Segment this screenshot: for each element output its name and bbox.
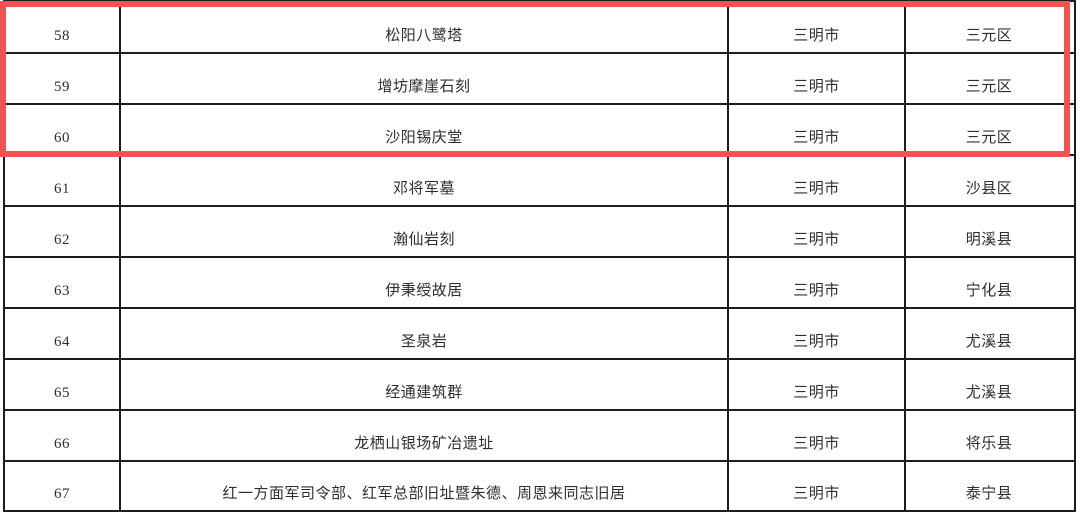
district-cell: 宁化县	[965, 283, 1013, 299]
city-cell: 三明市	[729, 411, 906, 460]
table-row: 58 松阳八鹭塔 三明市 三元区	[5, 2, 1074, 54]
site-name-cell: 沙阳锡庆堂	[121, 105, 729, 154]
site-name-cell: 增坊摩崖石刻	[121, 54, 729, 103]
district-cell: 尤溪县	[965, 334, 1013, 350]
row-number-cell: 60	[5, 105, 121, 154]
city-cell: 三明市	[729, 54, 906, 103]
city-cell: 三明市	[729, 156, 906, 205]
city-cell: 三明市	[729, 462, 906, 510]
site-name-cell: 松阳八鹭塔	[121, 2, 729, 52]
district-cell: 三元区	[965, 28, 1013, 44]
site-name-cell: 经通建筑群	[121, 360, 729, 409]
site-name-cell: 龙栖山银场矿冶遗址	[121, 411, 729, 460]
table-row: 67 红一方面军司令部、红军总部旧址暨朱德、周恩来同志旧居 三明市 泰宁县	[5, 462, 1074, 510]
district-cell: 泰宁县	[965, 486, 1013, 502]
table-row: 63 伊秉绶故居 三明市 宁化县	[5, 258, 1074, 309]
row-number-cell: 67	[5, 462, 121, 510]
city-cell: 三明市	[729, 2, 906, 52]
site-name-cell: 红一方面军司令部、红军总部旧址暨朱德、周恩来同志旧居	[121, 462, 729, 510]
city-cell: 三明市	[729, 309, 906, 358]
district-cell: 尤溪县	[965, 385, 1013, 401]
table-row: 62 瀚仙岩刻 三明市 明溪县	[5, 207, 1074, 258]
city-cell: 三明市	[729, 105, 906, 154]
table-row: 60 沙阳锡庆堂 三明市 三元区	[5, 105, 1074, 156]
site-name-cell: 圣泉岩	[121, 309, 729, 358]
site-name-cell: 伊秉绶故居	[121, 258, 729, 307]
row-number-cell: 58	[5, 2, 121, 52]
district-cell: 三元区	[965, 79, 1013, 95]
heritage-sites-table: 58 松阳八鹭塔 三明市 三元区 59 增坊摩崖石刻 三明市 三元区 60 沙阳…	[3, 0, 1076, 512]
city-cell: 三明市	[729, 207, 906, 256]
row-number-cell: 63	[5, 258, 121, 307]
table-row: 65 经通建筑群 三明市 尤溪县	[5, 360, 1074, 411]
city-cell: 三明市	[729, 258, 906, 307]
city-cell: 三明市	[729, 360, 906, 409]
row-number-cell: 62	[5, 207, 121, 256]
row-number-cell: 66	[5, 411, 121, 460]
district-cell: 将乐县	[965, 436, 1013, 452]
row-number-cell: 65	[5, 360, 121, 409]
site-name-cell: 邓将军墓	[121, 156, 729, 205]
table-row: 64 圣泉岩 三明市 尤溪县	[5, 309, 1074, 360]
site-name-cell: 瀚仙岩刻	[121, 207, 729, 256]
row-number-cell: 61	[5, 156, 121, 205]
district-cell: 三元区	[965, 130, 1013, 146]
district-cell: 明溪县	[965, 232, 1013, 248]
district-cell: 沙县区	[965, 181, 1013, 197]
row-number-cell: 64	[5, 309, 121, 358]
table-row: 66 龙栖山银场矿冶遗址 三明市 将乐县	[5, 411, 1074, 462]
table-row: 59 增坊摩崖石刻 三明市 三元区	[5, 54, 1074, 105]
row-number-cell: 59	[5, 54, 121, 103]
table-row: 61 邓将军墓 三明市 沙县区	[5, 156, 1074, 207]
